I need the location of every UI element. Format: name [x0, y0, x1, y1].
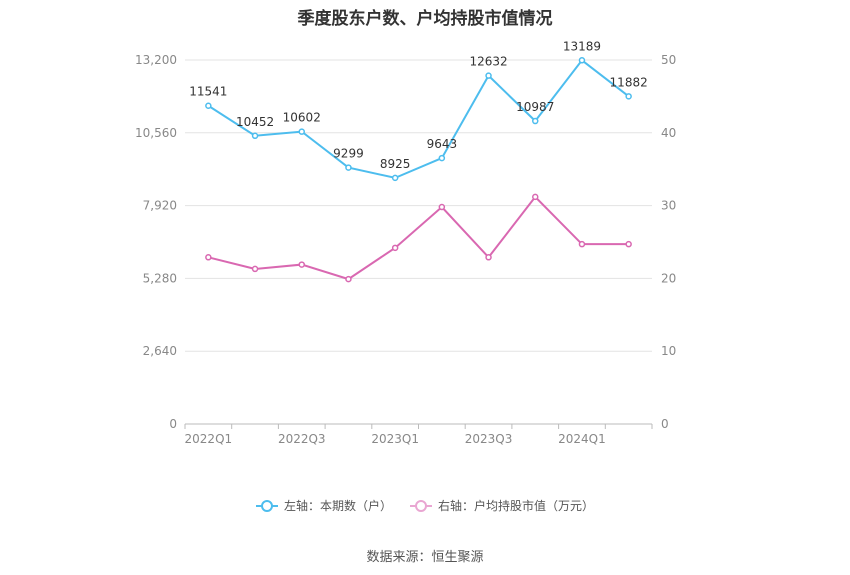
- data-label: 13189: [563, 39, 601, 53]
- y-left-tick-label: 5,280: [143, 271, 177, 285]
- data-point-left: [391, 174, 399, 182]
- x-tick-label: 2024Q1: [558, 432, 606, 446]
- data-source: 数据来源：恒生聚源: [366, 550, 484, 565]
- y-left-tick-label: 7,920: [143, 199, 177, 213]
- y-right-tick-label: 50: [661, 53, 676, 67]
- series-line-right: [208, 195, 629, 281]
- y-right-tick-label: 40: [661, 126, 676, 140]
- y-right-tick-label: 10: [661, 344, 676, 358]
- data-point-left: [438, 154, 446, 162]
- data-point-left: [485, 72, 492, 79]
- legend-left-marker-icon: [255, 499, 278, 512]
- y-left-tick-label: 2,640: [143, 344, 177, 358]
- chart-legend: 左轴：本期数（户） 右轴：户均持股市值（万元）: [0, 497, 850, 514]
- y-right-tick-label: 0: [661, 417, 669, 431]
- data-label: 12632: [469, 55, 507, 69]
- y-right-tick-label: 20: [661, 271, 676, 285]
- legend-right-marker-icon: [410, 499, 432, 512]
- y-right-tick-label: 30: [661, 199, 676, 213]
- x-tick-label: 2023Q1: [371, 432, 419, 446]
- data-point-right: [345, 275, 352, 283]
- data-label: 11541: [189, 85, 227, 99]
- chart-title: 季度股东户数、户均持股市值情况: [297, 9, 553, 29]
- data-point-right: [485, 254, 492, 261]
- data-label: 9299: [333, 147, 364, 161]
- data-label: 8925: [380, 157, 411, 171]
- data-point-left: [298, 128, 305, 135]
- data-point-right: [251, 265, 259, 273]
- data-point-left: [625, 93, 632, 100]
- data-point-right: [391, 244, 399, 252]
- data-point-left: [345, 164, 352, 171]
- series-line-left: [207, 58, 630, 179]
- data-point-left: [578, 57, 586, 64]
- data-point-right: [205, 254, 212, 261]
- data-label: 10452: [236, 115, 274, 129]
- x-tick-label: 2022Q1: [185, 432, 233, 446]
- legend-left-label: 左轴：本期数（户）: [283, 499, 392, 513]
- y-left-tick-label: 10,560: [135, 126, 177, 140]
- x-tick-label: 2023Q3: [465, 432, 513, 446]
- data-label: 9643: [427, 137, 458, 151]
- x-tick-label: 2022Q3: [278, 432, 326, 446]
- data-point-right: [625, 240, 632, 248]
- data-label: 10987: [516, 100, 554, 114]
- legend-item-right[interactable]: 右轴：户均持股市值（万元）: [410, 497, 594, 514]
- legend-right-label: 右轴：户均持股市值（万元）: [438, 499, 595, 513]
- data-point-left: [251, 132, 259, 140]
- data-point-right: [298, 261, 305, 268]
- y-left-tick-label: 0: [169, 417, 177, 431]
- data-label: 10602: [283, 111, 321, 125]
- data-label: 11882: [610, 75, 648, 89]
- data-point-right: [438, 203, 446, 211]
- data-point-left: [532, 117, 539, 125]
- data-point-right: [578, 240, 586, 248]
- data-point-right: [532, 193, 539, 201]
- y-left-tick-label: 13,200: [135, 53, 177, 67]
- data-point-left: [205, 102, 212, 109]
- legend-item-left[interactable]: 左轴：本期数（户）: [255, 497, 392, 514]
